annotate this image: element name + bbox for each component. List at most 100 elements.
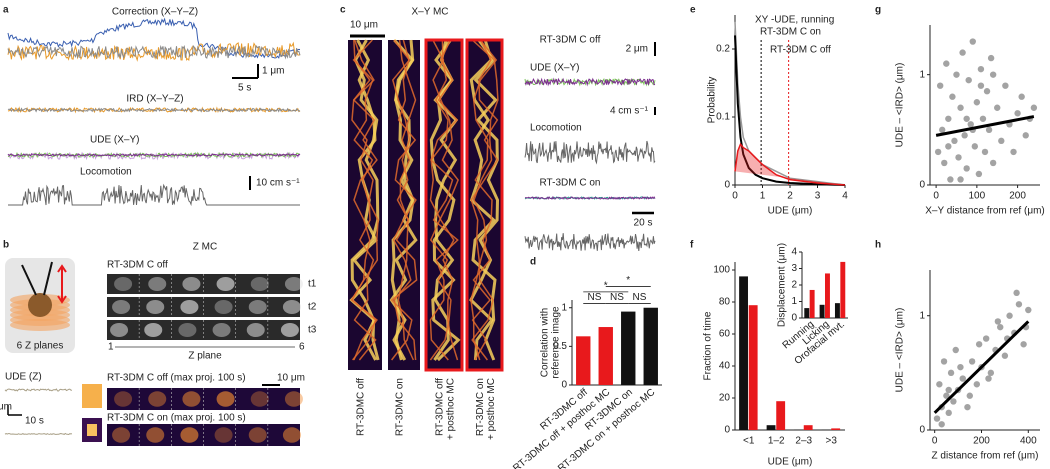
y-axis-label: Probability [707, 77, 718, 124]
cell-body [250, 391, 269, 407]
point [983, 88, 991, 95]
cell-body [284, 277, 303, 291]
point [943, 392, 950, 399]
y-tick-label: 0 [919, 180, 925, 191]
panel-letter: b [3, 240, 9, 251]
x-tick-label: >3 [826, 436, 838, 447]
label: UDE (X–Y) [530, 63, 579, 74]
point [994, 318, 1002, 325]
cell-body [250, 277, 269, 291]
bar [598, 327, 613, 385]
label: 2 μm [626, 44, 648, 55]
bar [576, 336, 591, 385]
point [957, 104, 964, 111]
x-tick-label: 2–3 [795, 436, 812, 447]
x-axis-label: UDE (μm) [768, 206, 813, 217]
point [979, 115, 987, 122]
dendrite [469, 39, 500, 361]
panel-letter: h [875, 240, 881, 251]
label: 1 μm [262, 66, 284, 77]
y-tick-label: 0 [724, 425, 730, 436]
label: 3 μm [0, 402, 12, 413]
dendrite [470, 39, 499, 361]
neuron [28, 293, 52, 317]
label: 6 Z planes [17, 341, 64, 352]
x-axis-label: UDE (μm) [768, 457, 813, 468]
cell-body [248, 300, 267, 314]
label: RT-3DM C off [107, 260, 168, 271]
point [959, 375, 966, 382]
trace [4, 432, 73, 436]
cell-body [182, 391, 201, 407]
x-tick-label: 100 [969, 191, 986, 202]
dendrite [350, 39, 379, 361]
point [982, 335, 990, 342]
y-axis-label: Correlation with [540, 308, 551, 377]
cell-body [284, 391, 303, 407]
y-tick-label: 1 [919, 69, 925, 80]
y-axis-label: UDE – <IRD> (μm) [895, 63, 906, 148]
cell-body [214, 427, 233, 443]
point [959, 49, 966, 56]
line [734, 35, 846, 186]
x-tick-label: <1 [743, 436, 755, 447]
dendrite [21, 261, 53, 296]
point [945, 386, 952, 394]
point [997, 323, 1004, 331]
label: RT-3DM C on [540, 178, 601, 189]
cell-body [114, 391, 133, 407]
x-tick-label: 4 [842, 191, 848, 202]
dendrite [392, 39, 417, 361]
point [987, 369, 995, 377]
panel-letter: f [690, 240, 694, 251]
cell-body [282, 427, 301, 443]
point [1018, 93, 1025, 100]
bar [766, 425, 776, 430]
trace [8, 183, 300, 207]
point [971, 143, 979, 150]
cell-body [180, 300, 199, 314]
annotation: NS [588, 292, 602, 303]
label: 10 μm [350, 20, 378, 31]
point [973, 99, 981, 106]
bar [643, 307, 658, 385]
point [950, 398, 957, 405]
y-tick-label: 0.1 [716, 112, 730, 123]
point [949, 93, 956, 100]
point [989, 159, 997, 167]
frame [424, 38, 464, 372]
cell-body [214, 300, 233, 314]
x-axis-label: X–Y distance from ref (μm) [925, 206, 1045, 217]
trace [4, 388, 73, 392]
dendrite [429, 39, 459, 361]
x-tick-label: 200 [1009, 191, 1026, 202]
cell-body [212, 323, 231, 337]
series-label: XY -UDE, running [755, 15, 834, 26]
bar [804, 308, 810, 318]
point [998, 137, 1005, 145]
y-tick-label: 0 [919, 425, 925, 436]
point [943, 60, 950, 67]
point [989, 71, 997, 78]
dendrite [429, 39, 459, 361]
y-tick-label: 0 [791, 313, 797, 324]
y-tick-label: 4 [791, 247, 797, 258]
point [985, 126, 993, 134]
point [1015, 301, 1023, 308]
cell-body [182, 277, 201, 291]
point [940, 358, 948, 365]
label: UDE (X–Y) [90, 135, 139, 146]
point [1010, 148, 1017, 156]
panel-letter: g [875, 5, 881, 16]
image [82, 384, 102, 408]
point [953, 71, 960, 78]
x-tick-label: 0 [933, 191, 939, 202]
frame [465, 38, 504, 372]
y-tick-label: 1 [791, 296, 797, 307]
dendrite [429, 39, 459, 361]
point [965, 76, 972, 84]
bar [809, 289, 815, 318]
label: Locomotion [80, 167, 132, 178]
point [1014, 110, 1021, 117]
cell-body [246, 323, 265, 337]
